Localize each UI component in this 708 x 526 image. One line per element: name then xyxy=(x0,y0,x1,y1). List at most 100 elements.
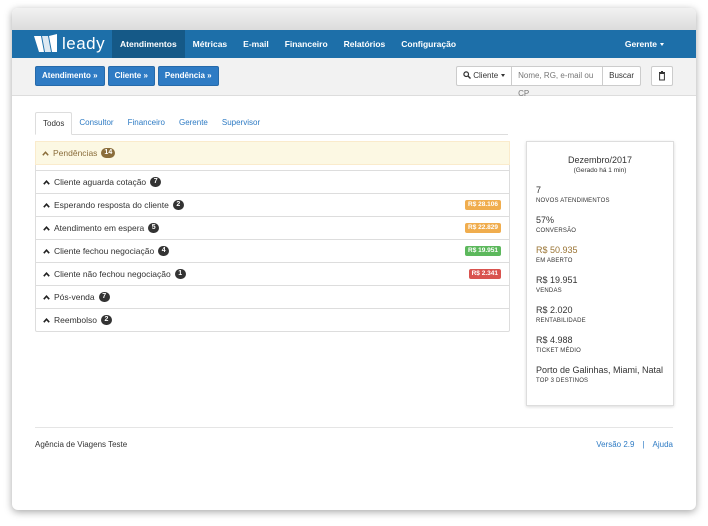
search-icon xyxy=(463,71,471,79)
summary-card: Dezembro/2017 (Gerado há 1 min) 7 NOVOS A… xyxy=(526,141,674,406)
footer: Agência de Viagens Teste Versão 2.9 | Aj… xyxy=(35,427,673,449)
caret-icon xyxy=(660,43,664,47)
nav-item[interactable]: Atendimentos xyxy=(112,30,185,58)
row-label: Pós-venda xyxy=(54,292,95,302)
navbar: leady Atendimentos Métricas E-mail Financei… xyxy=(12,30,696,58)
user-menu[interactable]: Gerente xyxy=(625,30,664,58)
app-window: leady Atendimentos Métricas E-mail Financei… xyxy=(12,8,696,510)
chevron-up xyxy=(43,271,50,277)
tabs: Todos Consultor Financeiro Gerente Superviso… xyxy=(35,112,508,135)
search-type[interactable]: Cliente xyxy=(456,66,513,86)
separator: | xyxy=(642,440,645,449)
summary-title: Dezembro/2017 xyxy=(567,155,633,165)
stat-label: CONVERSÃO xyxy=(536,228,577,234)
footer-links: Versão 2.9 | Ajuda xyxy=(596,440,673,449)
search-group: Cliente Nome, RG, e-mail ou CP Buscar xyxy=(456,66,642,98)
chevron-up xyxy=(43,248,50,254)
row-count: 5 xyxy=(148,223,160,233)
row-label: Cliente não fechou negociação xyxy=(54,269,171,279)
tab[interactable]: Financeiro xyxy=(127,118,165,127)
row-count: 4 xyxy=(158,246,170,256)
nav-item[interactable]: Relatórios xyxy=(343,39,386,49)
stat: 57% CONVERSÃO xyxy=(536,215,673,234)
stat-label: TOP 3 DESTINOS xyxy=(536,378,589,384)
chevron-up xyxy=(43,202,50,208)
nav-item[interactable]: Financeiro xyxy=(284,39,328,49)
row-label: Reembolso xyxy=(54,315,97,325)
tab[interactable]: Todos xyxy=(35,112,73,135)
pending-row[interactable]: Cliente aguarda cotação 7 xyxy=(36,170,509,193)
row-label: Esperando resposta do cliente xyxy=(54,200,169,210)
pending-row[interactable]: Esperando resposta do cliente 2 R$ 28.106 xyxy=(36,193,509,216)
panel-title: Pendências xyxy=(53,148,98,158)
brand[interactable]: leady xyxy=(33,34,105,54)
nav-item[interactable]: Métricas xyxy=(192,39,228,49)
pending-row[interactable]: Atendimento em espera 5 R$ 22.829 xyxy=(36,216,509,239)
stat-value: Porto de Galinhas, Miami, Natal xyxy=(536,365,664,375)
stat-value: 7 xyxy=(536,185,542,195)
tab[interactable]: Gerente xyxy=(178,118,208,127)
help-link[interactable]: Ajuda xyxy=(652,440,673,449)
summary-subtitle: (Gerado há 1 min) xyxy=(573,167,627,174)
stat: R$ 4.988 TICKET MÉDIO xyxy=(536,335,673,354)
caret-icon xyxy=(501,74,506,78)
chevron-up xyxy=(43,225,50,231)
search-input[interactable]: Nome, RG, e-mail ou CP xyxy=(512,66,604,98)
chevron-up xyxy=(43,317,50,323)
version-link[interactable]: Versão 2.9 xyxy=(596,440,635,449)
action-buttons: Atendimento » Cliente » Pendência » xyxy=(35,66,219,86)
stat-label: TICKET MÉDIO xyxy=(536,348,581,354)
search-button[interactable]: Buscar xyxy=(603,66,642,86)
nav-item[interactable]: Configuração xyxy=(401,39,457,49)
toolbar: Atendimento » Cliente » Pendência » Client… xyxy=(12,58,696,98)
brand-logo xyxy=(34,34,57,52)
delete-button[interactable] xyxy=(651,66,673,86)
stat: Porto de Galinhas, Miami, Natal TOP 3 DES… xyxy=(536,365,673,384)
row-count: 2 xyxy=(101,315,112,325)
stat: R$ 50.935 EM ABERTO xyxy=(536,245,673,264)
stat-label: EM ABERTO xyxy=(536,258,573,264)
stat-label: VENDAS xyxy=(536,288,562,294)
panel-header[interactable]: Pendências 14 xyxy=(35,141,510,165)
chevron-up xyxy=(42,150,49,156)
nav-item[interactable]: E-mail xyxy=(243,39,269,49)
row-amount: R$ 28.106 xyxy=(465,200,501,210)
stat: R$ 19.951 VENDAS xyxy=(536,275,673,294)
action-button[interactable]: Cliente » xyxy=(107,66,155,86)
action-button[interactable]: Pendência » xyxy=(157,66,219,86)
stat: R$ 2.020 RENTABILIDADE xyxy=(536,305,673,324)
nav-menu: Atendimentos Métricas E-mail Financeiro Rela… xyxy=(112,30,464,58)
pending-row[interactable]: Reembolso 2 xyxy=(36,308,509,331)
tab[interactable]: Consultor xyxy=(79,118,114,127)
pending-row[interactable]: Cliente fechou negociação 4 R$ 19.951 xyxy=(36,239,509,262)
row-count: 7 xyxy=(98,292,110,302)
pending-row[interactable]: Cliente não fechou negociação 1 R$ 2.341 xyxy=(36,262,509,285)
brand-name: leady xyxy=(62,34,106,53)
trash-icon xyxy=(659,71,665,81)
pending-row[interactable]: Pós-venda 7 xyxy=(36,285,509,308)
stat-value: R$ 19.951 xyxy=(536,275,578,285)
stat-value: R$ 4.988 xyxy=(536,335,573,345)
stat-value: R$ 2.020 xyxy=(536,305,573,315)
row-count: 1 xyxy=(174,269,186,279)
window-titlebar xyxy=(12,8,696,30)
stat: 7 NOVOS ATENDIMENTOS xyxy=(536,185,673,204)
action-button[interactable]: Atendimento » xyxy=(35,66,105,86)
row-label: Cliente fechou negociação xyxy=(54,246,155,256)
tab[interactable]: Supervisor xyxy=(221,118,261,127)
row-label: Cliente aguarda cotação xyxy=(54,177,147,187)
panel-count: 14 xyxy=(101,148,116,158)
row-amount: R$ 19.951 xyxy=(465,246,501,256)
row-count: 2 xyxy=(172,200,184,210)
user-name: Gerente xyxy=(624,39,657,49)
pending-panel: Pendências 14 Cliente aguarda cotação 7 Es… xyxy=(35,141,510,332)
stat-label: RENTABILIDADE xyxy=(536,318,586,324)
stat-label: NOVOS ATENDIMENTOS xyxy=(536,198,610,204)
row-amount: R$ 2.341 xyxy=(468,269,501,279)
row-amount: R$ 22.829 xyxy=(465,223,501,233)
stat-value: 57% xyxy=(536,215,555,225)
chevron-up xyxy=(43,179,50,185)
chevron-up xyxy=(43,294,50,300)
company-name: Agência de Viagens Teste xyxy=(35,440,128,449)
